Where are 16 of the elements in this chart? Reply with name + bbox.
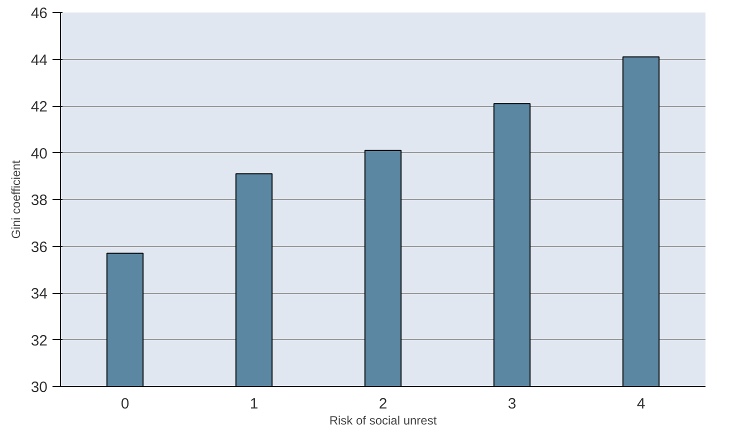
x-axis-title: Risk of social unrest xyxy=(329,414,438,428)
x-tick-label: 2 xyxy=(378,396,388,412)
y-tick-label: 40 xyxy=(30,145,48,162)
x-tick-label: 4 xyxy=(636,396,646,412)
y-tick-label: 32 xyxy=(30,332,48,350)
x-tick-label: 1 xyxy=(250,396,258,412)
y-tick-label: 36 xyxy=(30,238,48,256)
x-tick-label: 0 xyxy=(120,396,130,412)
x-tick-label: 3 xyxy=(508,396,516,412)
y-tick-label: 34 xyxy=(30,286,48,302)
y-tick-label: 38 xyxy=(30,192,48,209)
y-tick-label: 44 xyxy=(30,52,48,69)
y-tick-label: 30 xyxy=(30,379,48,396)
y-tick-label: 42 xyxy=(30,98,48,116)
y-axis-title: Gini coefficient xyxy=(8,160,23,239)
y-tick-label: 46 xyxy=(30,5,48,22)
